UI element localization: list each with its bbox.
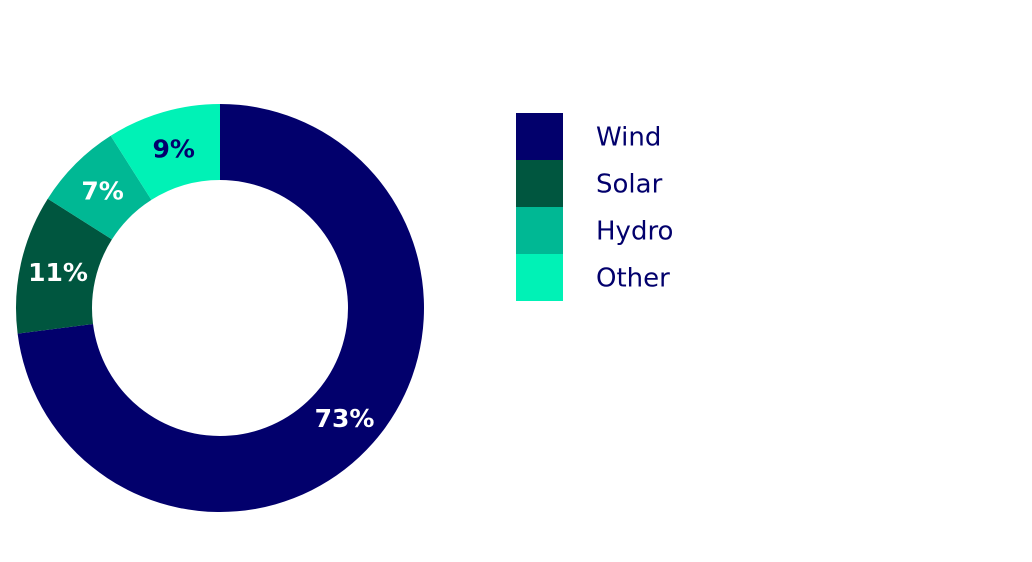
value-label: 11% [28, 258, 88, 287]
donut-slice [15, 198, 112, 334]
donut-slice [47, 135, 152, 240]
legend-label: Hydro [596, 217, 673, 247]
legend-label: Solar [596, 170, 663, 200]
value-label: 7% [81, 177, 123, 206]
legend-swatch [516, 113, 563, 160]
legend-swatch [516, 254, 563, 301]
donut-slice [17, 104, 425, 513]
value-label: 9% [152, 135, 194, 164]
legend-swatch [516, 207, 563, 254]
legend-label: Wind [596, 123, 661, 153]
legend-swatch [516, 160, 563, 207]
value-label: 73% [315, 404, 375, 433]
donut-slice [110, 104, 220, 200]
legend-label: Other [596, 264, 670, 294]
